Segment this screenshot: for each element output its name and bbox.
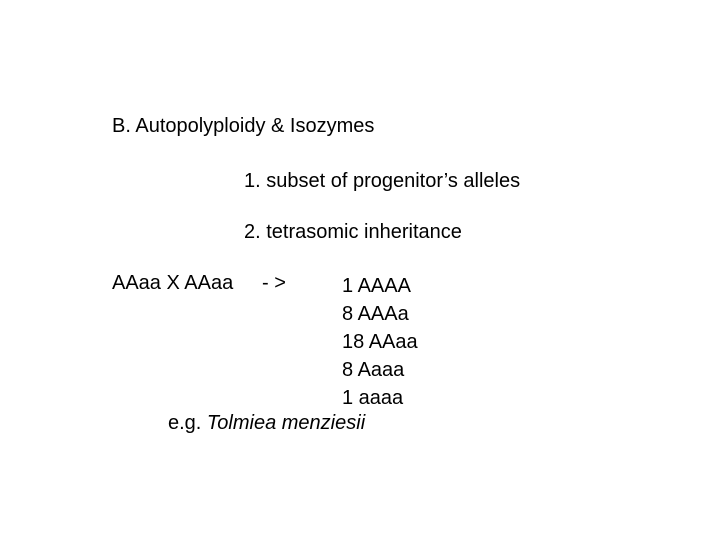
subpoint-2: 2. tetrasomic inheritance bbox=[244, 221, 632, 244]
cross-results: 1 AAAA 8 AAAa 18 AAaa 8 Aaaa 1 aaaa bbox=[342, 272, 418, 412]
cross-arrow: - > bbox=[262, 272, 342, 295]
result-line: 8 Aaaa bbox=[342, 356, 418, 384]
example-prefix: e.g. bbox=[168, 412, 207, 434]
cross-section: AAaa X AAaa - > 1 AAAA 8 AAAa 18 AAaa 8 … bbox=[112, 272, 632, 435]
result-line: 8 AAAa bbox=[342, 300, 418, 328]
example-species: Tolmiea menziesii bbox=[207, 412, 365, 434]
result-line: 1 AAAA bbox=[342, 272, 418, 300]
section-heading: B. Autopolyploidy & Isozymes bbox=[112, 115, 632, 138]
subpoint-1: 1. subset of progenitor’s alleles bbox=[244, 170, 632, 193]
result-line: 1 aaaa bbox=[342, 384, 418, 412]
example-line: e.g. Tolmiea menziesii bbox=[168, 412, 632, 435]
result-line: 18 AAaa bbox=[342, 328, 418, 356]
cross-parents: AAaa X AAaa bbox=[112, 272, 262, 295]
